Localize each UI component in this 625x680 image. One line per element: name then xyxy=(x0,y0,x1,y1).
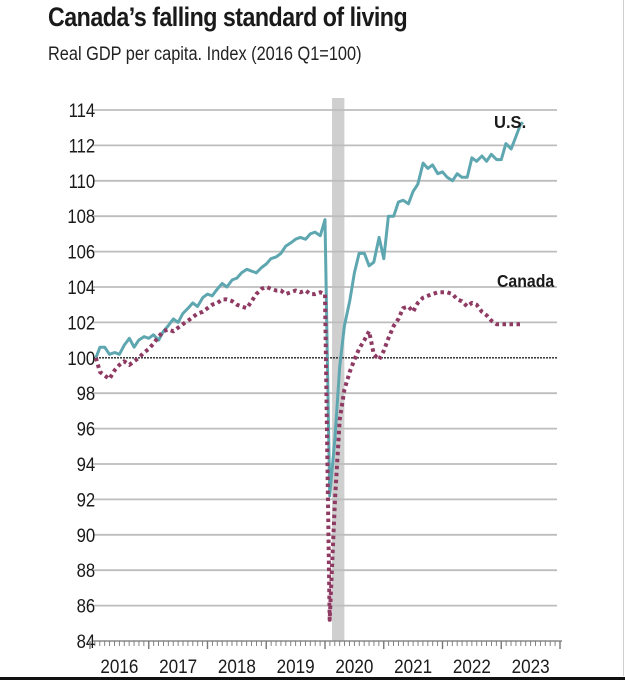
us-series-line xyxy=(94,121,524,498)
bottom-border xyxy=(0,677,625,680)
chart-subtitle: Real GDP per capita. Index (2016 Q1=100) xyxy=(48,44,362,65)
y-tick-label: 114 xyxy=(69,100,96,121)
x-tick-label: 2016 xyxy=(100,656,138,677)
y-tick-label: 100 xyxy=(67,348,95,369)
x-tick-label: 2021 xyxy=(394,656,432,677)
y-tick-label: 92 xyxy=(77,489,96,510)
canada-series-line xyxy=(93,285,521,622)
y-tick-label: 96 xyxy=(77,419,96,440)
x-tick-label: 2018 xyxy=(218,656,256,677)
y-tick-label: 110 xyxy=(69,171,96,192)
y-tick-label: 102 xyxy=(67,312,95,333)
y-tick-label: 86 xyxy=(77,596,96,617)
x-tick-label: 2017 xyxy=(159,656,197,677)
y-tick-label: 88 xyxy=(77,560,96,581)
us-series-label: U.S. xyxy=(494,111,526,132)
canada-series-label: Canada xyxy=(497,271,555,291)
y-tick-label: 104 xyxy=(67,277,95,298)
y-tick-label: 112 xyxy=(69,135,96,156)
y-tick-label: 106 xyxy=(67,242,95,263)
y-tick-label: 94 xyxy=(77,454,96,475)
x-tick-label: 2019 xyxy=(277,656,315,677)
y-tick-label: 90 xyxy=(77,525,96,546)
x-tick-label: 2020 xyxy=(335,656,373,677)
y-tick-label: 84 xyxy=(77,631,96,652)
y-tick-label: 98 xyxy=(77,383,96,404)
x-tick-label: 2022 xyxy=(453,656,491,677)
x-tick-label: 2023 xyxy=(512,656,550,677)
chart-title: Canada’s falling standard of living xyxy=(48,2,408,32)
y-tick-label: 108 xyxy=(67,206,95,227)
